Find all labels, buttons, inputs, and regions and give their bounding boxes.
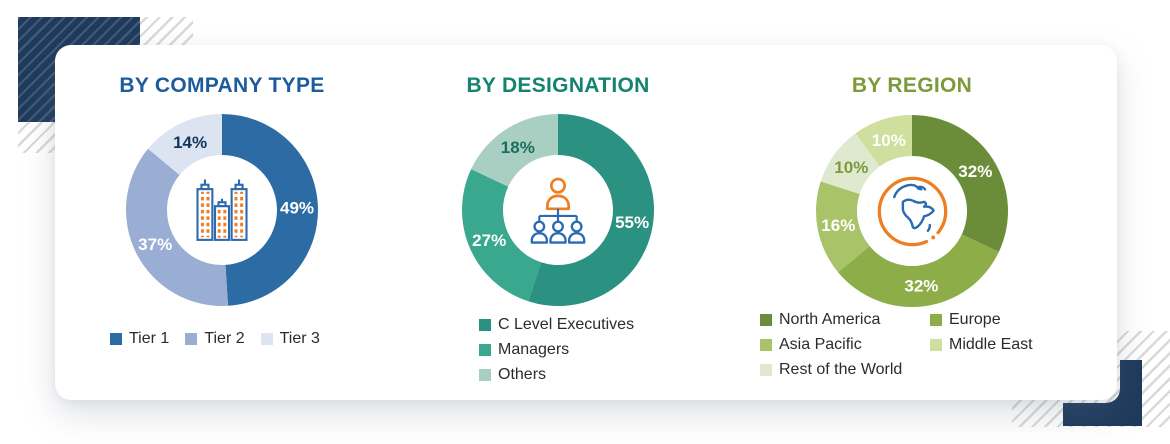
legend-label: Tier 2 (204, 330, 245, 347)
legend-label: Tier 1 (129, 330, 170, 347)
legend-swatch (110, 333, 122, 345)
legend-swatch (185, 333, 198, 345)
legend-item: Europe (930, 312, 1033, 328)
donut-slice-europe (838, 234, 999, 307)
legend-swatch (479, 344, 491, 356)
donut-slice-c-level-executives (528, 114, 654, 306)
legend-label: Europe (949, 311, 1001, 328)
region-title: BY REGION (851, 74, 973, 97)
legend-label: Middle East (949, 336, 1033, 353)
legend-label: Others (498, 366, 547, 383)
legend-item: Managers (479, 342, 634, 358)
legend-label: Managers (498, 341, 570, 358)
region-chart: BY REGION 32% 32% 16% 10% 10% North America E… (55, 45, 1117, 400)
legend-swatch (760, 364, 772, 376)
legend-swatch (930, 314, 942, 326)
slice-percent-label: 32% (958, 162, 992, 181)
legend-item: C Level Executives (479, 317, 634, 333)
legend-item: Tier 1 (110, 331, 169, 347)
legend-label: Asia Pacific (779, 336, 862, 353)
legend-item: Rest of the World (760, 362, 930, 378)
slice-percent-label: 10% (872, 131, 906, 150)
donut-slice-tier-1 (222, 114, 318, 306)
designation-title: BY DESIGNATION (466, 74, 650, 97)
region-donut-svg: 32% 32% 16% 10%10% (816, 115, 1008, 307)
legend-item: Middle East (930, 337, 1033, 353)
legend-item: Tier 3 (260, 330, 320, 347)
donut-slice-middle-east (855, 115, 912, 167)
chart-card: BY COMPANY TYPE 49% 37% 14% (55, 45, 1117, 400)
slice-percent-label: 10% (834, 158, 868, 177)
donut-slice-tier-2 (126, 148, 229, 306)
legend-swatch (760, 339, 772, 351)
legend-item: North America (760, 312, 930, 328)
designation-legend: C Level Executives Managers Others (479, 317, 634, 383)
legend-item: Asia Pacific (760, 337, 930, 353)
region-donut: 32% 32% 16% 10% 10% (812, 111, 1012, 311)
slice-percent-label: 16% (821, 216, 855, 235)
slice-percent-label: 55% (615, 213, 649, 232)
legend-label: Rest of the World (779, 361, 903, 378)
slice-percent-label: 32% (904, 277, 938, 296)
donut-slice-tier-3 (148, 114, 222, 175)
legend-item: Others (479, 367, 634, 383)
legend-swatch (479, 319, 491, 331)
company-type-title: BY COMPANY TYPE (119, 74, 325, 97)
legend-label: North America (779, 311, 881, 328)
slice-percent-label: 37% (138, 235, 172, 254)
company-type-donut-svg: 49% 37% 14% (126, 114, 318, 306)
company-type-legend: Tier 1 Tier 2 Tier 3 (110, 331, 320, 347)
slice-percent-label: 18% (501, 138, 535, 157)
slice-percent-label: 27% (472, 231, 506, 250)
legend-swatch (930, 339, 942, 351)
slice-percent-label: 49% (280, 199, 314, 218)
legend-label: C Level Executives (498, 316, 635, 333)
donut-slice-others (471, 114, 558, 187)
region-legend: North America Europe Asia Pacific Middle Ea… (760, 312, 1033, 378)
slice-percent-label: 14% (173, 133, 207, 152)
legend-item: Tier 2 (185, 330, 245, 347)
legend-label: Tier 3 (279, 330, 320, 347)
donut-slice-rest-of-the-world (820, 133, 880, 194)
donut-slice-asia-pacific (816, 181, 870, 273)
legend-swatch (760, 314, 772, 326)
designation-donut-svg: 55% 27% 18% (462, 114, 654, 306)
legend-swatch (479, 369, 491, 381)
legend-swatch (260, 333, 273, 345)
corner-accent-bottom-right (1063, 360, 1142, 426)
donut-slice-managers (462, 169, 541, 302)
donut-slice-north-america (912, 115, 1008, 252)
